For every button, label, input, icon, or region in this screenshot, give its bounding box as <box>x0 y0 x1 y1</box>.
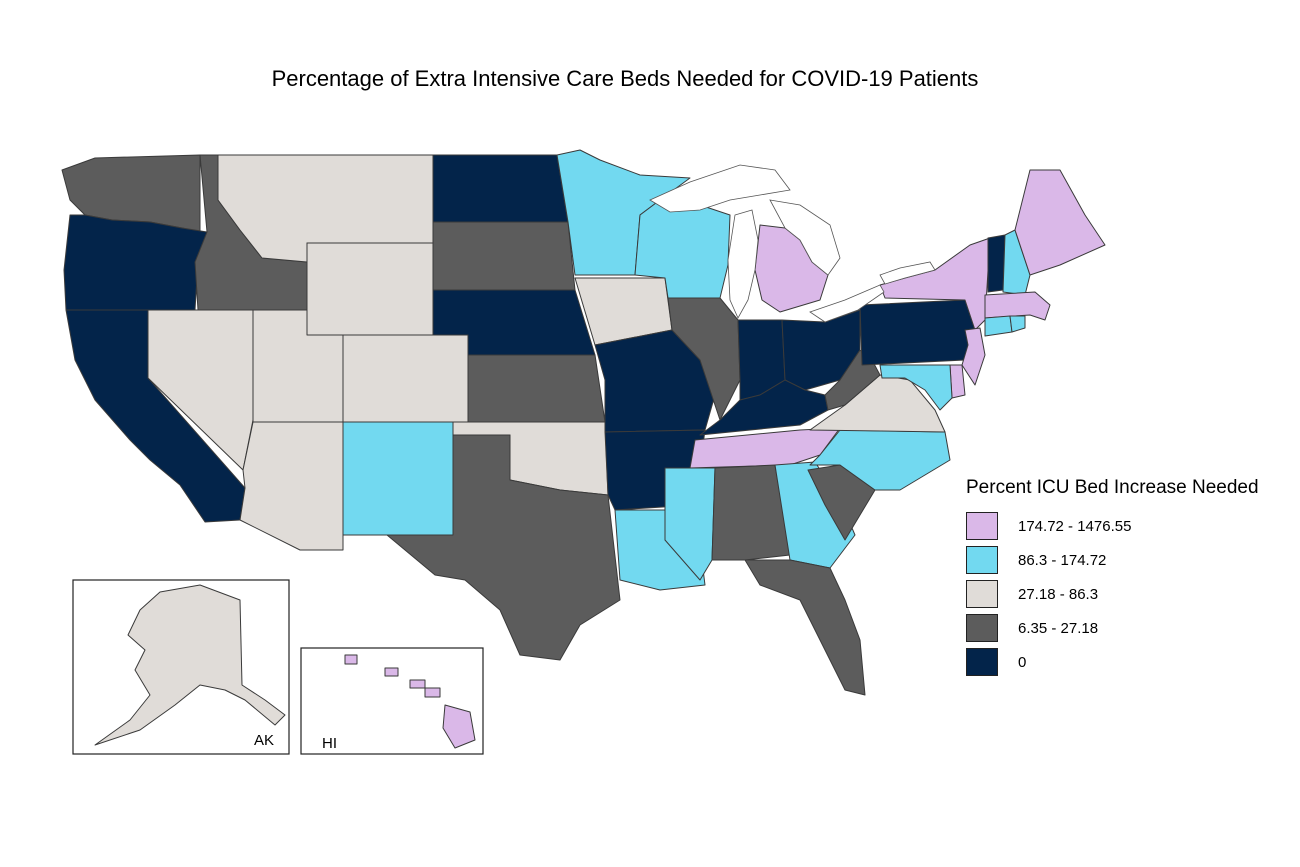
legend-title: Percent ICU Bed Increase Needed <box>966 477 1259 498</box>
state-co <box>342 334 469 423</box>
legend-item: 6.35 - 27.18 <box>966 611 1259 645</box>
state-md <box>879 364 953 411</box>
legend-item: 174.72 - 1476.55 <box>966 509 1259 543</box>
state-nh <box>1002 229 1031 296</box>
legend-label: 0 <box>1018 653 1027 671</box>
legend-swatch <box>966 614 998 642</box>
state-ky <box>699 379 829 436</box>
lake-erie <box>809 284 885 323</box>
legend-label: 86.3 - 174.72 <box>1018 551 1107 569</box>
state-nc <box>809 429 951 491</box>
states-layer <box>61 149 1106 749</box>
alaska-inset-frame <box>72 579 290 755</box>
legend-swatch <box>966 512 998 540</box>
state-sd <box>432 221 576 291</box>
lake-michigan <box>727 209 759 319</box>
great-lakes <box>649 164 936 323</box>
state-ct <box>984 315 1013 337</box>
state-sc <box>807 464 876 541</box>
state-hi <box>344 654 476 749</box>
legend-swatch <box>966 546 998 574</box>
legend-item: 86.3 - 174.72 <box>966 543 1259 577</box>
state-pa <box>859 299 976 366</box>
legend: Percent ICU Bed Increase Needed 174.72 -… <box>966 477 1259 679</box>
state-tx <box>386 434 621 661</box>
state-nm <box>342 421 454 536</box>
state-ms <box>664 467 716 581</box>
legend-label: 27.18 - 86.3 <box>1018 585 1099 603</box>
state-al <box>711 464 791 561</box>
state-ri <box>1009 315 1026 333</box>
legend-swatch <box>966 648 998 676</box>
state-de <box>949 364 966 399</box>
hawaii-inset-frame <box>300 647 484 755</box>
state-il <box>667 297 741 421</box>
state-ks <box>467 354 606 423</box>
map-title: Percentage of Extra Intensive Care Beds … <box>271 66 979 91</box>
state-or <box>63 214 208 311</box>
state-me <box>1014 169 1106 276</box>
legend-label: 174.72 - 1476.55 <box>1018 517 1132 535</box>
lake-ontario <box>879 261 936 285</box>
legend-label: 6.35 - 27.18 <box>1018 619 1099 637</box>
state-wy <box>306 242 434 336</box>
state-nd <box>432 154 569 223</box>
legend-item: 0 <box>966 645 1259 679</box>
legend-swatch <box>966 580 998 608</box>
state-fl <box>744 559 866 696</box>
lake-huron <box>769 199 841 276</box>
state-az <box>239 421 344 551</box>
lake-superior <box>649 164 791 213</box>
state-vt <box>987 234 1006 293</box>
alaska-inset-label: AK <box>254 732 275 749</box>
hawaii-inset-label: HI <box>322 735 337 752</box>
state-ak <box>94 584 286 746</box>
legend-item: 27.18 - 86.3 <box>966 577 1259 611</box>
state-nj <box>961 327 986 386</box>
